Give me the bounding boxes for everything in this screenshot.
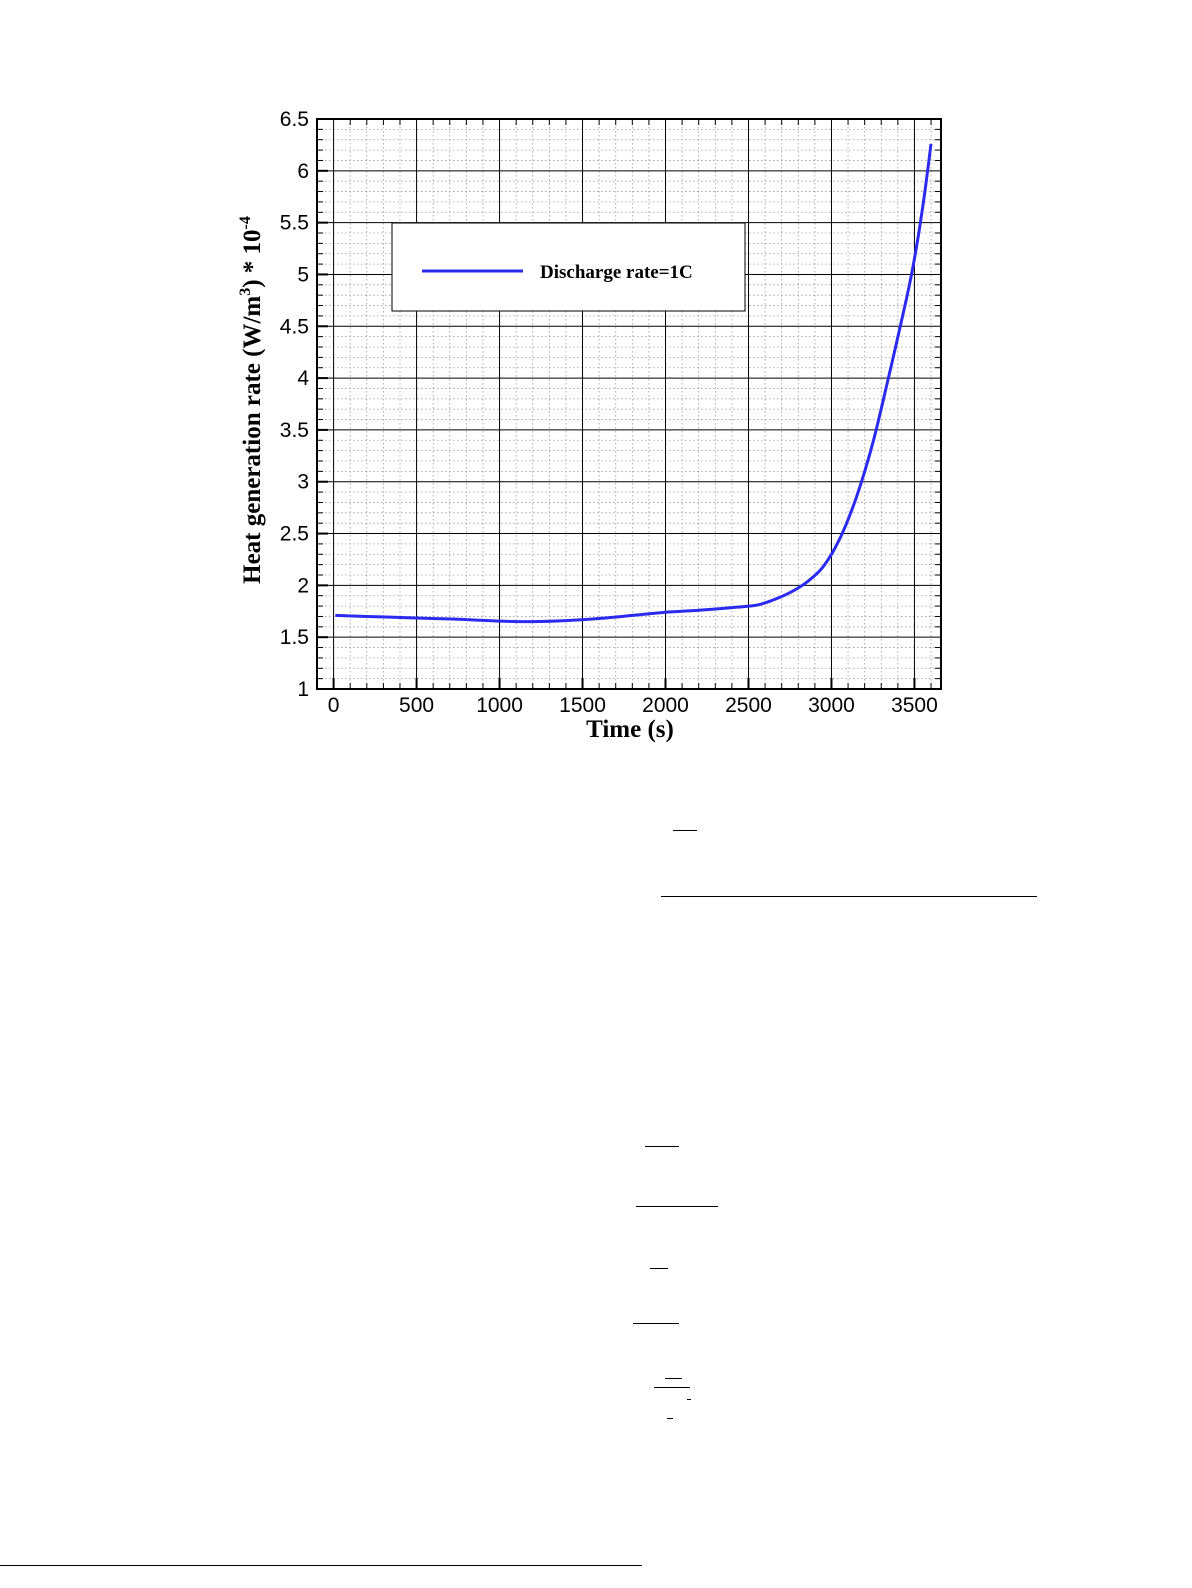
- y-tick-label: 6: [297, 160, 309, 183]
- y-tick-label: 4: [297, 367, 309, 390]
- rule: [667, 1418, 673, 1419]
- y-axis-title-main: Heat generation rate (W/m: [239, 296, 266, 584]
- major-grid: [317, 119, 941, 689]
- y-axis-title-exp: -4: [237, 216, 254, 229]
- y-axis-title-sup: 3: [237, 288, 254, 296]
- rule: [636, 1206, 718, 1207]
- y-tick-label: 1.5: [280, 626, 309, 649]
- legend: Discharge rate=1C: [391, 222, 746, 312]
- axis-ticks: [316, 118, 941, 690]
- y-tick-label: 1: [297, 678, 309, 701]
- footnote-rule: [0, 1565, 642, 1566]
- rule: [687, 1399, 691, 1400]
- x-axis-title: Time (s): [586, 716, 674, 743]
- plot-frame: [316, 118, 942, 690]
- minor-grid: [316, 119, 941, 689]
- y-tick-label: 5: [297, 263, 309, 286]
- x-tick-label: 3000: [808, 694, 855, 717]
- rule: [665, 1378, 682, 1379]
- y-tick-label: 3: [297, 471, 309, 494]
- legend-label: Discharge rate=1C: [540, 262, 693, 283]
- rule: [645, 1146, 679, 1147]
- y-axis-title-after: ) * 10: [239, 229, 266, 287]
- rule: [633, 1323, 679, 1324]
- tick-labels: 0 500 1000 1500 2000 2500 3000 3500 1 1.5 2 2.5 3 3.5…: [280, 108, 938, 717]
- rule: [650, 1268, 668, 1269]
- rule: [661, 896, 1037, 897]
- x-tick-label: 0: [328, 694, 340, 717]
- y-tick-label: 4.5: [280, 315, 309, 338]
- x-tick-label: 2500: [725, 694, 772, 717]
- x-tick-label: 500: [399, 694, 434, 717]
- y-axis-title: Heat generation rate (W/m3) * 10-4: [237, 216, 266, 584]
- x-tick-label: 1500: [559, 694, 606, 717]
- y-tick-label: 2: [297, 574, 309, 597]
- rule: [673, 830, 697, 831]
- x-tick-label: 1000: [476, 694, 523, 717]
- y-tick-label: 6.5: [280, 108, 309, 131]
- series-line-discharge-1c: [335, 143, 933, 624]
- rule: [654, 1387, 690, 1388]
- x-tick-label: 3500: [891, 694, 938, 717]
- y-tick-label: 5.5: [280, 212, 309, 235]
- y-tick-label: 3.5: [280, 419, 309, 442]
- x-tick-label: 2000: [642, 694, 689, 717]
- legend-box: [391, 222, 746, 312]
- y-tick-label: 2.5: [280, 523, 309, 546]
